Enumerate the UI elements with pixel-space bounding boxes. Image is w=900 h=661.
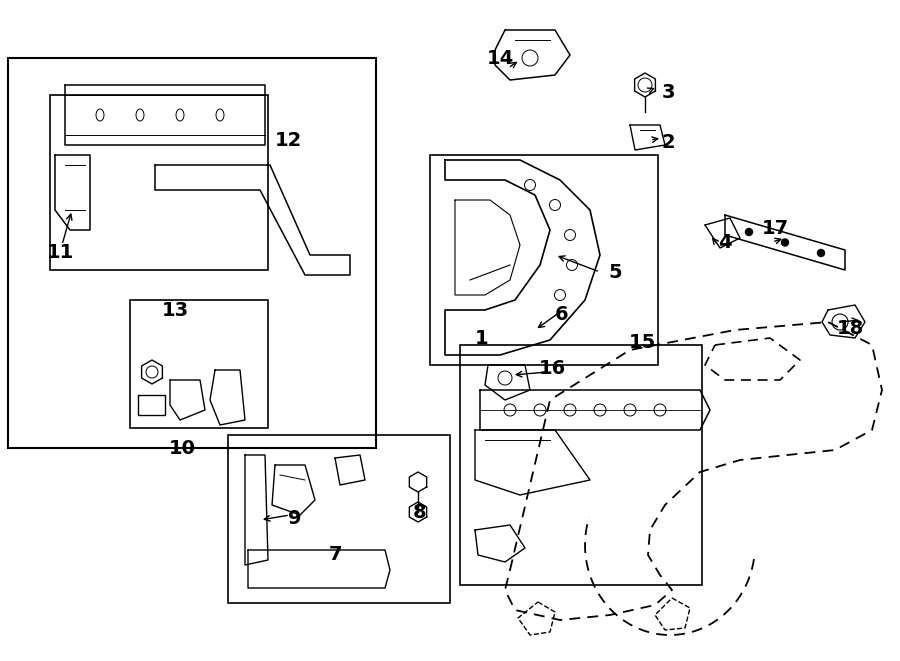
- Text: 5: 5: [608, 262, 622, 282]
- Text: 17: 17: [761, 219, 788, 237]
- Text: 4: 4: [718, 233, 732, 251]
- Text: 12: 12: [274, 130, 302, 149]
- Text: 15: 15: [628, 332, 655, 352]
- Text: 2: 2: [662, 132, 675, 151]
- Text: 10: 10: [168, 438, 195, 457]
- Bar: [430, 155, 658, 365]
- Bar: [460, 345, 702, 585]
- Text: 3: 3: [662, 83, 675, 102]
- Text: 7: 7: [328, 545, 342, 564]
- Circle shape: [817, 249, 824, 256]
- Text: 16: 16: [538, 358, 565, 377]
- Bar: [228, 435, 450, 603]
- Circle shape: [745, 229, 752, 235]
- Text: 1: 1: [475, 329, 489, 348]
- Text: 13: 13: [161, 301, 189, 319]
- Text: 6: 6: [555, 305, 569, 325]
- Text: 11: 11: [47, 243, 74, 262]
- Text: 9: 9: [288, 508, 302, 527]
- Circle shape: [781, 239, 788, 246]
- Bar: [50, 95, 268, 270]
- Text: 14: 14: [486, 48, 514, 67]
- Bar: [8, 58, 376, 448]
- Text: 8: 8: [413, 502, 427, 522]
- Bar: [130, 300, 268, 428]
- Text: 18: 18: [836, 319, 864, 338]
